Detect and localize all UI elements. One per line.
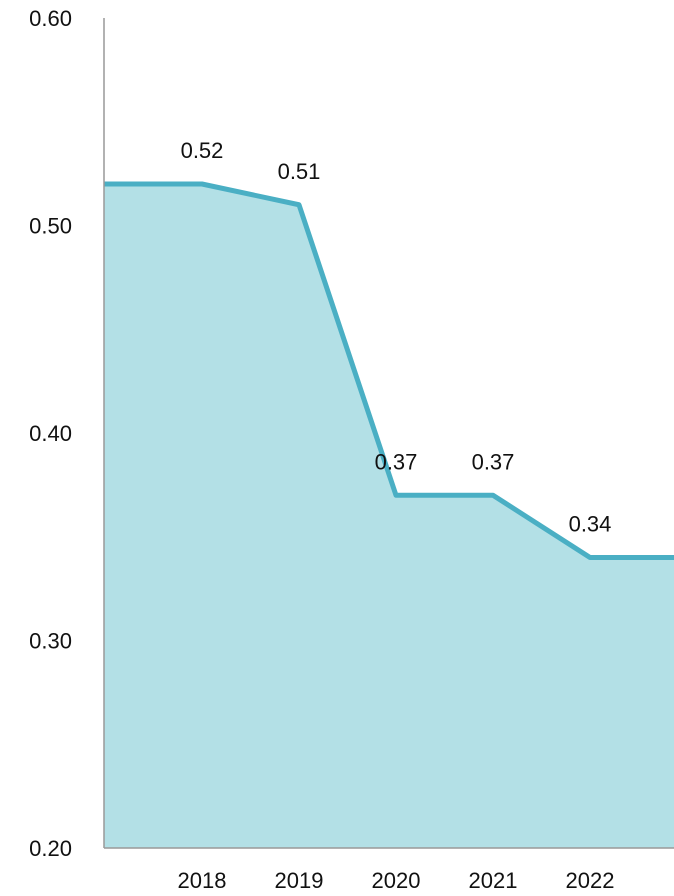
axes [103,18,674,849]
y-tick-label: 0.20 [29,836,72,861]
data-label: 0.52 [181,138,224,163]
y-tick-label: 0.50 [29,214,72,239]
data-label: 0.37 [472,449,515,474]
x-tick-label: 2019 [275,868,324,893]
y-tick-label: 0.40 [29,421,72,446]
area-layer [104,181,674,848]
y-tick-label: 0.30 [29,629,72,654]
y-tick-label: 0.60 [29,6,72,31]
data-label: 0.51 [278,159,321,184]
x-axis-tick-labels: 2018 2019 2020 2021 2022 [178,868,615,893]
data-label: 0.37 [375,449,418,474]
series-line [104,181,674,560]
x-tick-label: 2021 [469,868,518,893]
data-label: 0.34 [569,512,612,537]
x-tick-label: 2018 [178,868,227,893]
data-labels: 0.52 0.51 0.37 0.37 0.34 [181,138,612,537]
x-tick-label: 2020 [372,868,421,893]
y-axis-tick-labels: 0.20 0.30 0.40 0.50 0.60 [29,6,72,861]
area-fill [104,184,674,848]
x-tick-label: 2022 [566,868,615,893]
